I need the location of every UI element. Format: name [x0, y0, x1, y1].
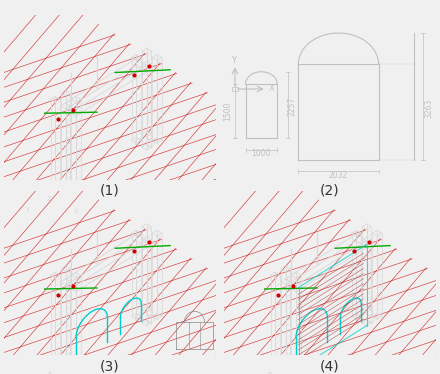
Text: Z: Z: [47, 372, 52, 374]
Text: 2032: 2032: [329, 171, 348, 180]
Text: (4): (4): [320, 359, 340, 374]
Text: Z: Z: [267, 372, 272, 374]
Text: 2257: 2257: [287, 96, 297, 116]
Text: (3): (3): [100, 359, 120, 374]
Text: X: X: [74, 209, 79, 215]
Text: 3263: 3263: [425, 99, 434, 119]
Text: Y: Y: [231, 56, 236, 65]
Text: Y: Y: [25, 208, 29, 214]
Text: (2): (2): [320, 184, 340, 198]
Text: (1): (1): [100, 184, 120, 198]
Bar: [232, 86, 238, 92]
Text: 1500: 1500: [223, 101, 232, 121]
Text: Z: Z: [47, 196, 52, 202]
Text: X: X: [269, 84, 275, 93]
Text: 1000: 1000: [252, 150, 271, 159]
